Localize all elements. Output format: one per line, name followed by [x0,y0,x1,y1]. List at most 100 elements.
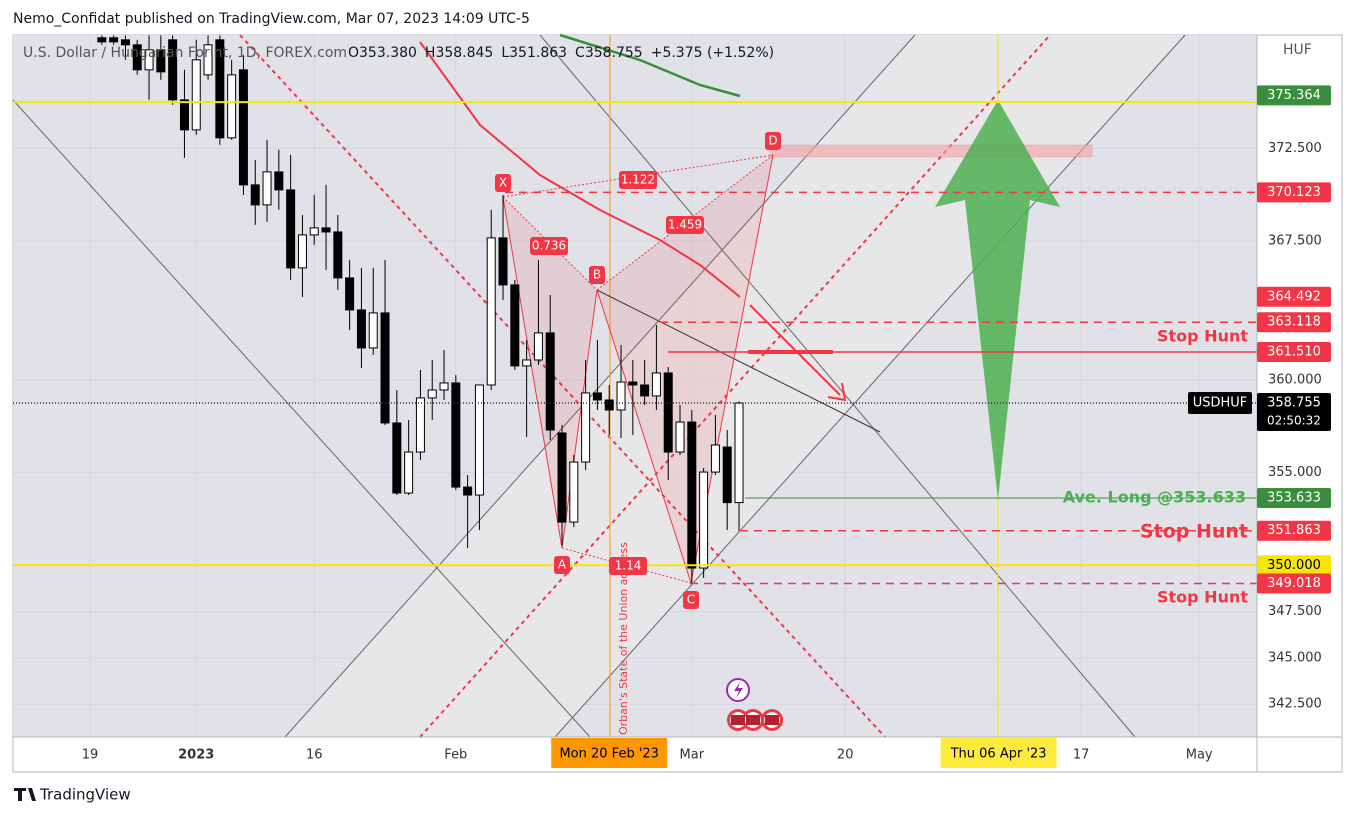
candle-body [203,44,213,76]
candle-body [321,227,331,233]
candle-body [262,171,272,206]
pattern-point: C [687,593,695,607]
event-label: Orban's State of the Union address [617,542,630,735]
x-tick-label: 16 [306,748,323,763]
candle-body [97,37,107,43]
annotation: Ave. Long @353.633 [1063,488,1246,507]
moving-average [559,33,741,98]
pattern-fill [597,155,773,583]
ohlc-value: C358.755 [575,45,643,61]
candle-body [616,381,626,411]
ohlc-value: L351.863 [501,45,567,61]
x-tick-label: 2023 [178,748,214,763]
x-tick-label: May [1186,748,1213,763]
candle-body [356,309,366,349]
footer-brand: TradingView [39,786,131,804]
price-label: 361.510 [1267,345,1321,360]
channel-line [12,99,591,738]
price-label-box [1257,555,1331,576]
candle-body [710,444,720,473]
candle-body [144,49,154,71]
symbol-box [1188,392,1252,415]
y-tick-label: 342.500 [1268,697,1322,712]
y-tick-label: 372.500 [1268,141,1322,156]
red-arrow [749,304,841,396]
target-zone [769,144,1093,158]
candle-body [215,39,225,139]
candle-body [451,382,461,488]
x-tick-label: 17 [1073,748,1090,763]
candle-body [168,39,178,101]
candle-body [722,446,732,504]
x-tick-label: Mar [680,748,705,763]
candle-body [109,37,119,43]
candle-body [687,421,697,569]
annotation: Stop Hunt [1157,327,1248,346]
ratio-label: 1.14 [615,559,642,573]
green-arrow [935,100,1060,500]
candle-body [463,486,473,496]
candle-body [227,74,237,139]
ratio-label: 1.122 [621,173,655,187]
price-label-box [1257,85,1331,106]
price-label-box [1257,520,1331,541]
candle-body [486,237,496,386]
candle-body [120,39,130,46]
pattern-point-box [554,556,570,574]
price-label: 349.018 [1267,576,1321,591]
date-badge [940,738,1057,768]
y-tick-label: 345.000 [1268,650,1322,665]
flag-icons [727,709,783,731]
y-tick-label: 360.000 [1268,372,1322,387]
price-label-box [1257,312,1331,333]
price-label-box [1257,286,1331,307]
price-label: 351.863 [1267,523,1321,538]
date-badge-label: Mon 20 Feb '23 [559,747,658,762]
moving-average [419,41,741,298]
x-tick-label: 20 [837,748,854,763]
ratio-box [666,216,704,234]
date-badge-label: Thu 06 Apr '23 [950,747,1047,762]
red-dotted-line [239,34,886,738]
pattern-point: D [768,134,777,148]
candle-body [569,461,579,523]
price-label-box [1257,487,1331,508]
candle-body [510,284,520,367]
candle-body [604,399,614,411]
candle-body [392,422,402,494]
tv-logo [14,788,36,801]
countdown: 02:50:32 [1267,414,1321,428]
candle-body [592,392,602,401]
candle-body [274,171,284,191]
candle-body [474,384,484,496]
price-label-box [1257,182,1331,203]
price-label-box [1257,573,1331,594]
red-arrow-head [827,382,847,402]
y-tick-label: 347.500 [1268,604,1322,619]
annotation: Stop Hunt [1140,521,1248,543]
ratio-box [530,237,568,255]
ohlc-value: +5.375 (+1.52%) [651,45,774,61]
candle-body [522,359,532,367]
pattern-point: B [593,268,601,282]
ohlc-value: H358.845 [425,45,493,61]
annotation: Stop Hunt [1157,588,1248,607]
legend-symbol: U.S. Dollar / Hungarian Forint, 1D, FORE… [23,45,347,61]
channel-line [539,34,1136,738]
candle-body [415,397,425,453]
price-label: 364.492 [1267,289,1321,304]
price-label: 375.364 [1267,88,1321,103]
price-label: 363.118 [1267,315,1321,330]
candles [97,35,744,584]
candle-body [380,312,390,424]
currency: HUF [1283,42,1312,58]
channel-fill [285,35,1185,737]
trend-line [596,289,881,433]
candle-body [628,381,638,386]
candle-body [699,471,709,569]
pattern-point-box [589,266,605,284]
candle-body [286,189,296,269]
candle-body [333,231,343,279]
pattern-point-box [683,591,699,609]
